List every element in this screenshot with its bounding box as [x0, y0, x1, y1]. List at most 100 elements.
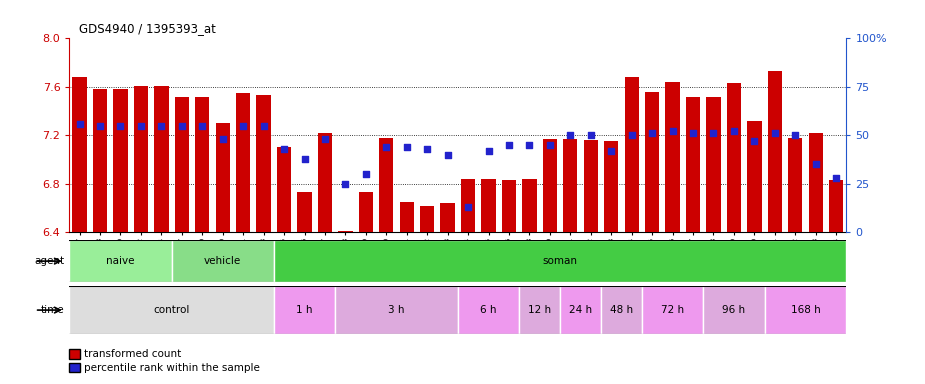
Bar — [277, 147, 291, 232]
Text: 3 h: 3 h — [388, 305, 405, 315]
Point — [317, 136, 332, 142]
Text: transformed count: transformed count — [84, 349, 181, 359]
Point — [359, 171, 374, 177]
Point — [113, 122, 128, 129]
Point — [216, 136, 230, 142]
Point — [563, 132, 578, 139]
Point — [175, 122, 190, 129]
Bar — [335, 286, 458, 334]
Text: naive: naive — [106, 256, 135, 266]
Bar — [339, 231, 352, 232]
Bar — [788, 138, 802, 232]
Bar — [481, 179, 496, 232]
Bar — [172, 240, 274, 282]
Point — [297, 156, 312, 162]
Bar — [195, 97, 209, 232]
Point — [522, 142, 536, 148]
Text: time: time — [41, 305, 65, 315]
Bar — [665, 82, 680, 232]
Bar — [379, 138, 393, 232]
Bar — [175, 97, 189, 232]
Bar — [685, 97, 700, 232]
Bar — [808, 133, 823, 232]
Bar — [440, 203, 455, 232]
Point — [829, 175, 844, 181]
Bar — [563, 139, 577, 232]
Bar — [703, 286, 765, 334]
Bar — [461, 179, 475, 232]
Text: agent: agent — [34, 256, 65, 266]
Bar — [420, 206, 435, 232]
Point — [604, 148, 619, 154]
Bar — [624, 77, 639, 232]
Point — [685, 130, 700, 136]
Text: vehicle: vehicle — [204, 256, 241, 266]
Text: 1 h: 1 h — [296, 305, 313, 315]
Point — [400, 144, 414, 150]
Point — [726, 128, 741, 134]
Bar — [747, 121, 761, 232]
Bar — [400, 202, 413, 232]
Point — [747, 138, 762, 144]
Bar — [154, 86, 168, 232]
Point — [461, 204, 475, 210]
Bar — [765, 286, 846, 334]
Point — [440, 152, 455, 158]
Point — [808, 161, 823, 167]
Bar — [604, 141, 619, 232]
Bar — [768, 71, 782, 232]
Bar — [69, 286, 274, 334]
Bar — [236, 93, 251, 232]
Bar — [297, 192, 312, 232]
Point — [133, 122, 148, 129]
Point — [788, 132, 803, 139]
Bar — [256, 95, 271, 232]
Text: 168 h: 168 h — [791, 305, 820, 315]
Point — [584, 132, 598, 139]
Bar — [216, 123, 230, 232]
Point — [379, 144, 394, 150]
Bar — [92, 89, 107, 232]
Text: 48 h: 48 h — [610, 305, 633, 315]
Point — [706, 130, 721, 136]
Text: 12 h: 12 h — [528, 305, 551, 315]
Bar — [519, 286, 561, 334]
Bar — [318, 133, 332, 232]
Bar — [274, 240, 846, 282]
Point — [338, 181, 352, 187]
Bar — [69, 240, 172, 282]
Bar — [523, 179, 536, 232]
Text: soman: soman — [543, 256, 577, 266]
Point — [154, 122, 168, 129]
Bar — [829, 180, 844, 232]
Point — [72, 121, 87, 127]
Point — [624, 132, 639, 139]
Point — [277, 146, 291, 152]
Point — [236, 122, 251, 129]
Point — [481, 148, 496, 154]
Point — [92, 122, 107, 129]
Bar — [134, 86, 148, 232]
Text: 6 h: 6 h — [480, 305, 497, 315]
Point — [256, 122, 271, 129]
Bar — [707, 97, 721, 232]
Bar — [114, 89, 128, 232]
Point — [501, 142, 516, 148]
Text: 96 h: 96 h — [722, 305, 746, 315]
Bar — [502, 180, 516, 232]
Point — [665, 128, 680, 134]
Bar — [543, 139, 557, 232]
Text: 72 h: 72 h — [661, 305, 684, 315]
Bar — [584, 140, 598, 232]
Point — [420, 146, 435, 152]
Text: GDS4940 / 1395393_at: GDS4940 / 1395393_at — [79, 22, 216, 35]
Bar — [359, 192, 373, 232]
Bar — [642, 286, 703, 334]
Point — [645, 130, 660, 136]
Bar — [727, 83, 741, 232]
Bar — [72, 77, 87, 232]
Bar — [601, 286, 642, 334]
Bar — [458, 286, 519, 334]
Text: control: control — [154, 305, 190, 315]
Bar — [561, 286, 601, 334]
